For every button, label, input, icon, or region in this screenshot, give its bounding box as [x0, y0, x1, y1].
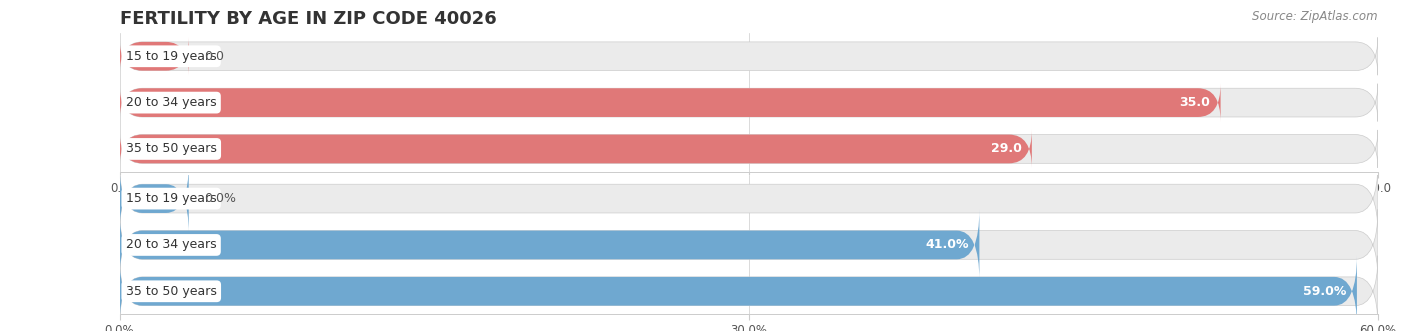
FancyBboxPatch shape: [120, 163, 188, 234]
Text: 15 to 19 years: 15 to 19 years: [125, 50, 217, 63]
FancyBboxPatch shape: [120, 209, 980, 281]
FancyBboxPatch shape: [120, 84, 1378, 121]
Text: 15 to 19 years: 15 to 19 years: [125, 192, 217, 205]
Text: 35 to 50 years: 35 to 50 years: [125, 285, 217, 298]
FancyBboxPatch shape: [120, 37, 1378, 75]
FancyBboxPatch shape: [120, 209, 1378, 281]
FancyBboxPatch shape: [120, 256, 1357, 327]
Text: Source: ZipAtlas.com: Source: ZipAtlas.com: [1253, 10, 1378, 23]
Text: 35 to 50 years: 35 to 50 years: [125, 142, 217, 156]
FancyBboxPatch shape: [120, 256, 1378, 327]
FancyBboxPatch shape: [120, 130, 1032, 168]
Text: 0.0: 0.0: [204, 50, 224, 63]
Text: 0.0%: 0.0%: [204, 192, 236, 205]
Text: 20 to 34 years: 20 to 34 years: [125, 96, 217, 109]
Text: 59.0%: 59.0%: [1303, 285, 1347, 298]
Text: 41.0%: 41.0%: [925, 238, 969, 252]
FancyBboxPatch shape: [120, 37, 188, 75]
Text: 20 to 34 years: 20 to 34 years: [125, 238, 217, 252]
Text: 35.0: 35.0: [1180, 96, 1211, 109]
FancyBboxPatch shape: [120, 130, 1378, 168]
FancyBboxPatch shape: [120, 84, 1220, 121]
FancyBboxPatch shape: [120, 163, 1378, 234]
Text: FERTILITY BY AGE IN ZIP CODE 40026: FERTILITY BY AGE IN ZIP CODE 40026: [120, 10, 496, 28]
Text: 29.0: 29.0: [991, 142, 1022, 156]
